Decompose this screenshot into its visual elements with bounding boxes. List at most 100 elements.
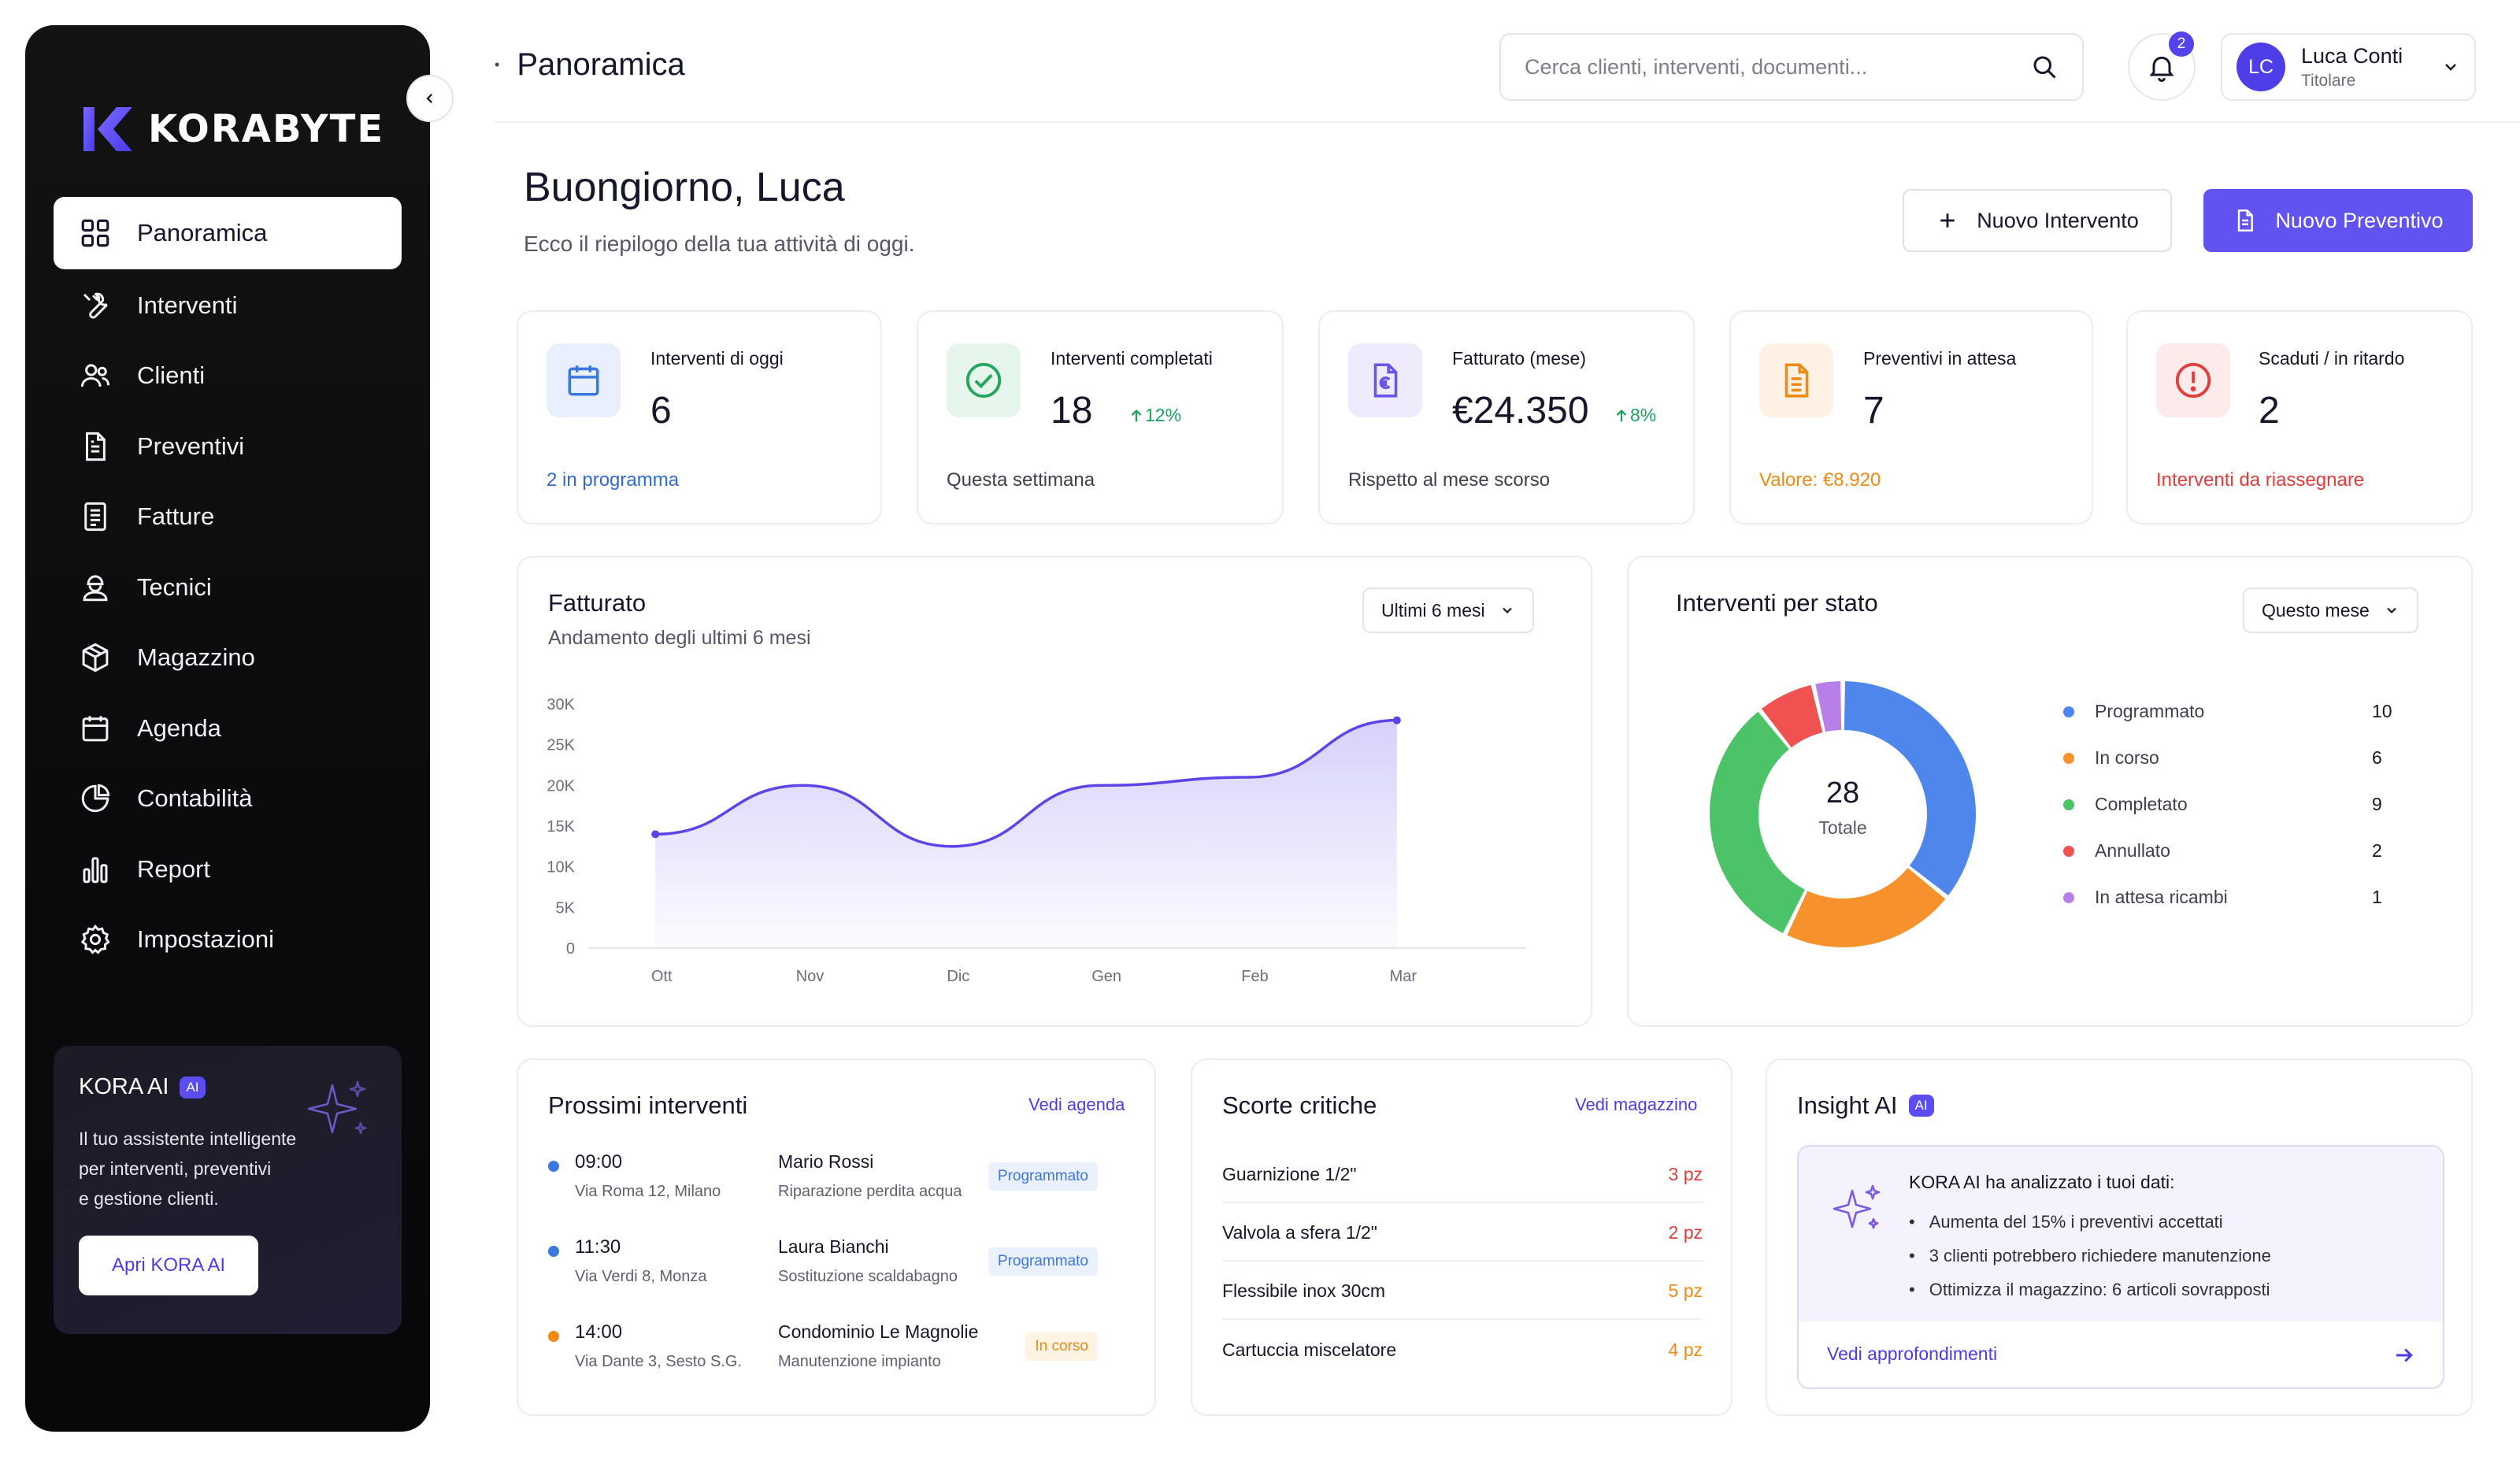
chevron-down-icon [1502,607,1512,614]
status-range-dropdown[interactable]: Questo mese [2243,587,2418,633]
document-icon [1784,363,1809,398]
arrow-right-icon[interactable] [2392,1343,2416,1367]
schedule-item[interactable]: 14:00 Via Dante 3, Sesto S.G. Condominio… [548,1321,1131,1392]
brand-name: KORABYTE [148,107,385,151]
kpi-trend: 12% [1128,405,1181,426]
stock-row[interactable]: Valvola a sfera 1/2" 2 pz [1222,1205,1703,1262]
legend-label: Completato [2095,794,2188,814]
user-menu[interactable]: LC Luca Conti Titolare [2221,33,2476,101]
kpi-label: Preventivi in attesa [1863,348,2017,369]
sidebar-item-label: Agenda [137,713,221,742]
revenue-range-dropdown[interactable]: Ultimi 6 mesi [1362,587,1534,633]
stock-row[interactable]: Flessibile inox 30cm 5 pz [1222,1263,1703,1320]
schedule-time: 09:00 [575,1151,623,1173]
schedule-job: Sostituzione scaldabagno [778,1268,958,1285]
sidebar-item-label: Tecnici [137,573,212,601]
legend-item[interactable]: Completato 9 [2063,794,2394,815]
legend-item[interactable]: In corso 6 [2063,747,2394,769]
chevron-down-icon [2445,64,2456,71]
revenue-point [651,830,660,839]
legend-item[interactable]: Programmato 10 [2063,701,2394,722]
sidebar-item-clienti[interactable]: Clienti [54,341,402,410]
schedule-job: Riparazione perdita acqua [778,1183,962,1200]
user-name: Luca Conti [2301,43,2403,68]
donut-slice-programmato[interactable] [1844,681,1976,896]
status-dot [548,1246,559,1257]
insight-bullet: 3 clienti potrebbero richiedere manutenz… [1909,1239,2271,1273]
schedule-client: Laura Bianchi [778,1236,889,1257]
user-role: Titolare [2301,71,2356,90]
legend-item[interactable]: In attesa ricambi 1 [2063,887,2394,908]
calendar-icon [82,715,109,741]
legend-label: Programmato [2095,701,2205,721]
kpi-card-pending-quotes[interactable]: Preventivi in attesa 7 Valore: €8.920 [1729,310,2093,524]
upcoming-interventions-card: Prossimi interventi Vedi agenda 09:00 Vi… [517,1058,1156,1416]
kpi-card-overdue[interactable]: Scaduti / in ritardo 2 Interventi da ria… [2126,310,2473,524]
arrow-up-icon [1131,409,1142,421]
search-input[interactable] [1525,54,2030,80]
view-insights-link[interactable]: Vedi approfondimenti [1827,1343,1998,1364]
stock-row[interactable]: Cartuccia miscelatore 4 pz [1222,1321,1703,1378]
arrow-up-icon [1616,409,1627,421]
status-dot [548,1331,559,1342]
notifications-button[interactable]: 2 [2128,31,2196,101]
collapse-sidebar-button[interactable] [406,75,454,122]
y-tick-label: 30K [547,696,575,713]
logo[interactable]: KORABYTE [83,107,384,151]
sidebar-item-label: Preventivi [137,432,245,460]
schedule-time: 14:00 [575,1321,623,1343]
legend-item[interactable]: Annullato 2 [2063,840,2394,862]
sidebar-item-fatture[interactable]: Fatture [54,482,402,551]
revenue-title: Fatturato [548,589,647,617]
view-warehouse-link[interactable]: Vedi magazzino [1575,1095,1698,1114]
sidebar-item-impostazioni[interactable]: Impostazioni [54,905,402,974]
sidebar-item-tecnici[interactable]: Tecnici [54,553,402,622]
sidebar-item-label: Interventi [137,291,238,319]
kpi-card-completed[interactable]: Interventi completati 18 12% Questa sett… [917,310,1284,524]
new-quote-button[interactable]: Nuovo Preventivo [2203,189,2473,252]
donut-slice-annullato[interactable] [1761,684,1824,748]
revenue-line [655,718,1397,848]
sidebar-item-preventivi[interactable]: Preventivi [54,412,402,481]
kpi-footer: Rispetto al mese scorso [1348,469,1551,491]
kpi-card-revenue[interactable]: Fatturato (mese) €24.350 8% Rispetto al … [1318,310,1695,524]
schedule-item[interactable]: 09:00 Via Roma 12, Milano Mario Rossi Ri… [548,1151,1131,1222]
kpi-trend-value: 8% [1630,405,1657,425]
sidebar-item-magazzino[interactable]: Magazzino [54,623,402,692]
legend-dot [2063,799,2074,810]
breadcrumb: • Panoramica [495,47,685,83]
sidebar-item-contabilita[interactable]: Contabilità [54,764,402,833]
sidebar-item-label: Contabilità [137,784,253,812]
donut-slice-in-attesa-ricambi[interactable] [1815,681,1842,732]
donut-slice-in-corso[interactable] [1787,867,1946,947]
sidebar-item-agenda[interactable]: Agenda [54,694,402,763]
insight-title: Insight AI [1797,1091,1898,1119]
status-title: Interventi per stato [1676,589,1878,617]
stock-item-qty: 2 pz [1668,1221,1703,1243]
search-icon[interactable] [2030,53,2059,81]
x-tick-label: Dic [947,968,969,985]
kpi-card-interventions-today[interactable]: Interventi di oggi 6 2 in programma [517,310,882,524]
sidebar-item-panoramica[interactable]: Panoramica [54,197,402,269]
sidebar-item-interventi[interactable]: Interventi [54,271,402,340]
chevron-left-icon [426,93,433,104]
insight-title-row: Insight AI AI [1797,1091,1934,1120]
donut-slice-completato[interactable] [1710,711,1806,933]
schedule-item[interactable]: 11:30 Via Verdi 8, Monza Laura Bianchi S… [548,1236,1131,1307]
avatar: LC [2236,43,2285,91]
new-intervention-button[interactable]: Nuovo Intervento [1903,189,2172,252]
view-agenda-link[interactable]: Vedi agenda [1028,1095,1125,1114]
kpi-footer[interactable]: 2 in programma [547,469,680,491]
open-kora-ai-button[interactable]: Apri KORA AI [79,1236,258,1295]
sparkle-icon [1833,1184,1881,1229]
revenue-area-chart: 0 5K 10K 15K 20K 25K 30K Ott Nov Dic Gen Feb Mar [547,696,1526,985]
breadcrumb-current: Panoramica [517,47,685,82]
kpi-icon-box [2156,343,2230,417]
page-title: Buongiorno, Luca [524,165,845,210]
insight-box: KORA AI ha analizzato i tuoi dati: Aumen… [1797,1145,2444,1389]
search-box[interactable] [1499,33,2084,101]
sidebar-item-report[interactable]: Report [54,835,402,904]
stock-row[interactable]: Guarnizione 1/2" 3 pz [1222,1147,1703,1203]
insight-ai-card: Insight AI AI KORA AI ha analizzato i tu… [1766,1058,2473,1416]
pie-icon [81,784,110,813]
